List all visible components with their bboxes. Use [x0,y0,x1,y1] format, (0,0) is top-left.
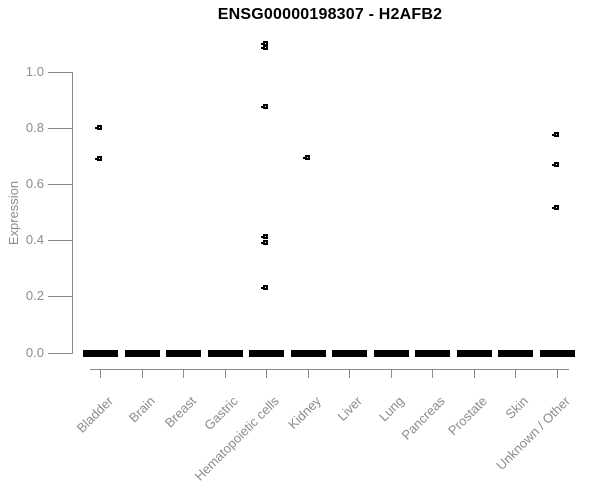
y-tick [48,240,73,241]
x-tick [474,369,475,378]
x-tick [432,369,433,378]
data-point [552,132,559,137]
x-tick [308,369,309,378]
data-point [261,45,268,50]
x-tick [515,369,516,378]
data-point [552,205,559,210]
y-tick [48,184,73,185]
y-tick-label: 1.0 [25,64,44,79]
y-tick [48,72,73,73]
y-axis-title: Expression [6,180,21,246]
median-bar [166,350,201,357]
data-point [95,156,102,161]
data-point [261,104,268,109]
median-bar [125,350,160,357]
x-tick [100,369,101,378]
data-point [552,162,559,167]
chart-title: ENSG00000198307 - H2AFB2 [217,6,443,23]
data-point [261,285,268,290]
x-tick [142,369,143,378]
y-axis-line [72,72,73,354]
median-bar [457,350,492,357]
median-bar [374,350,409,357]
median-bar [83,350,118,357]
x-tick [557,369,558,378]
y-tick [48,353,73,354]
x-tick [225,369,226,378]
median-bar [332,350,367,357]
data-point [95,125,102,130]
median-bar [540,350,575,357]
y-tick-label: 0.0 [25,345,44,360]
x-tick [391,369,392,378]
data-point [261,234,268,239]
median-bar [291,350,326,357]
x-tick [349,369,350,378]
y-tick-label: 0.6 [25,176,44,191]
data-point [261,240,268,245]
y-tick-label: 0.4 [25,232,44,247]
y-tick-label: 0.8 [25,120,44,135]
x-tick [183,369,184,378]
x-axis-line [90,369,569,370]
x-tick [266,369,267,378]
y-tick [48,128,73,129]
median-bar [208,350,243,357]
data-point [303,155,310,160]
median-bar [498,350,533,357]
y-tick-label: 0.2 [25,288,44,303]
median-bar [249,350,284,357]
median-bar [415,350,450,357]
y-tick [48,296,73,297]
